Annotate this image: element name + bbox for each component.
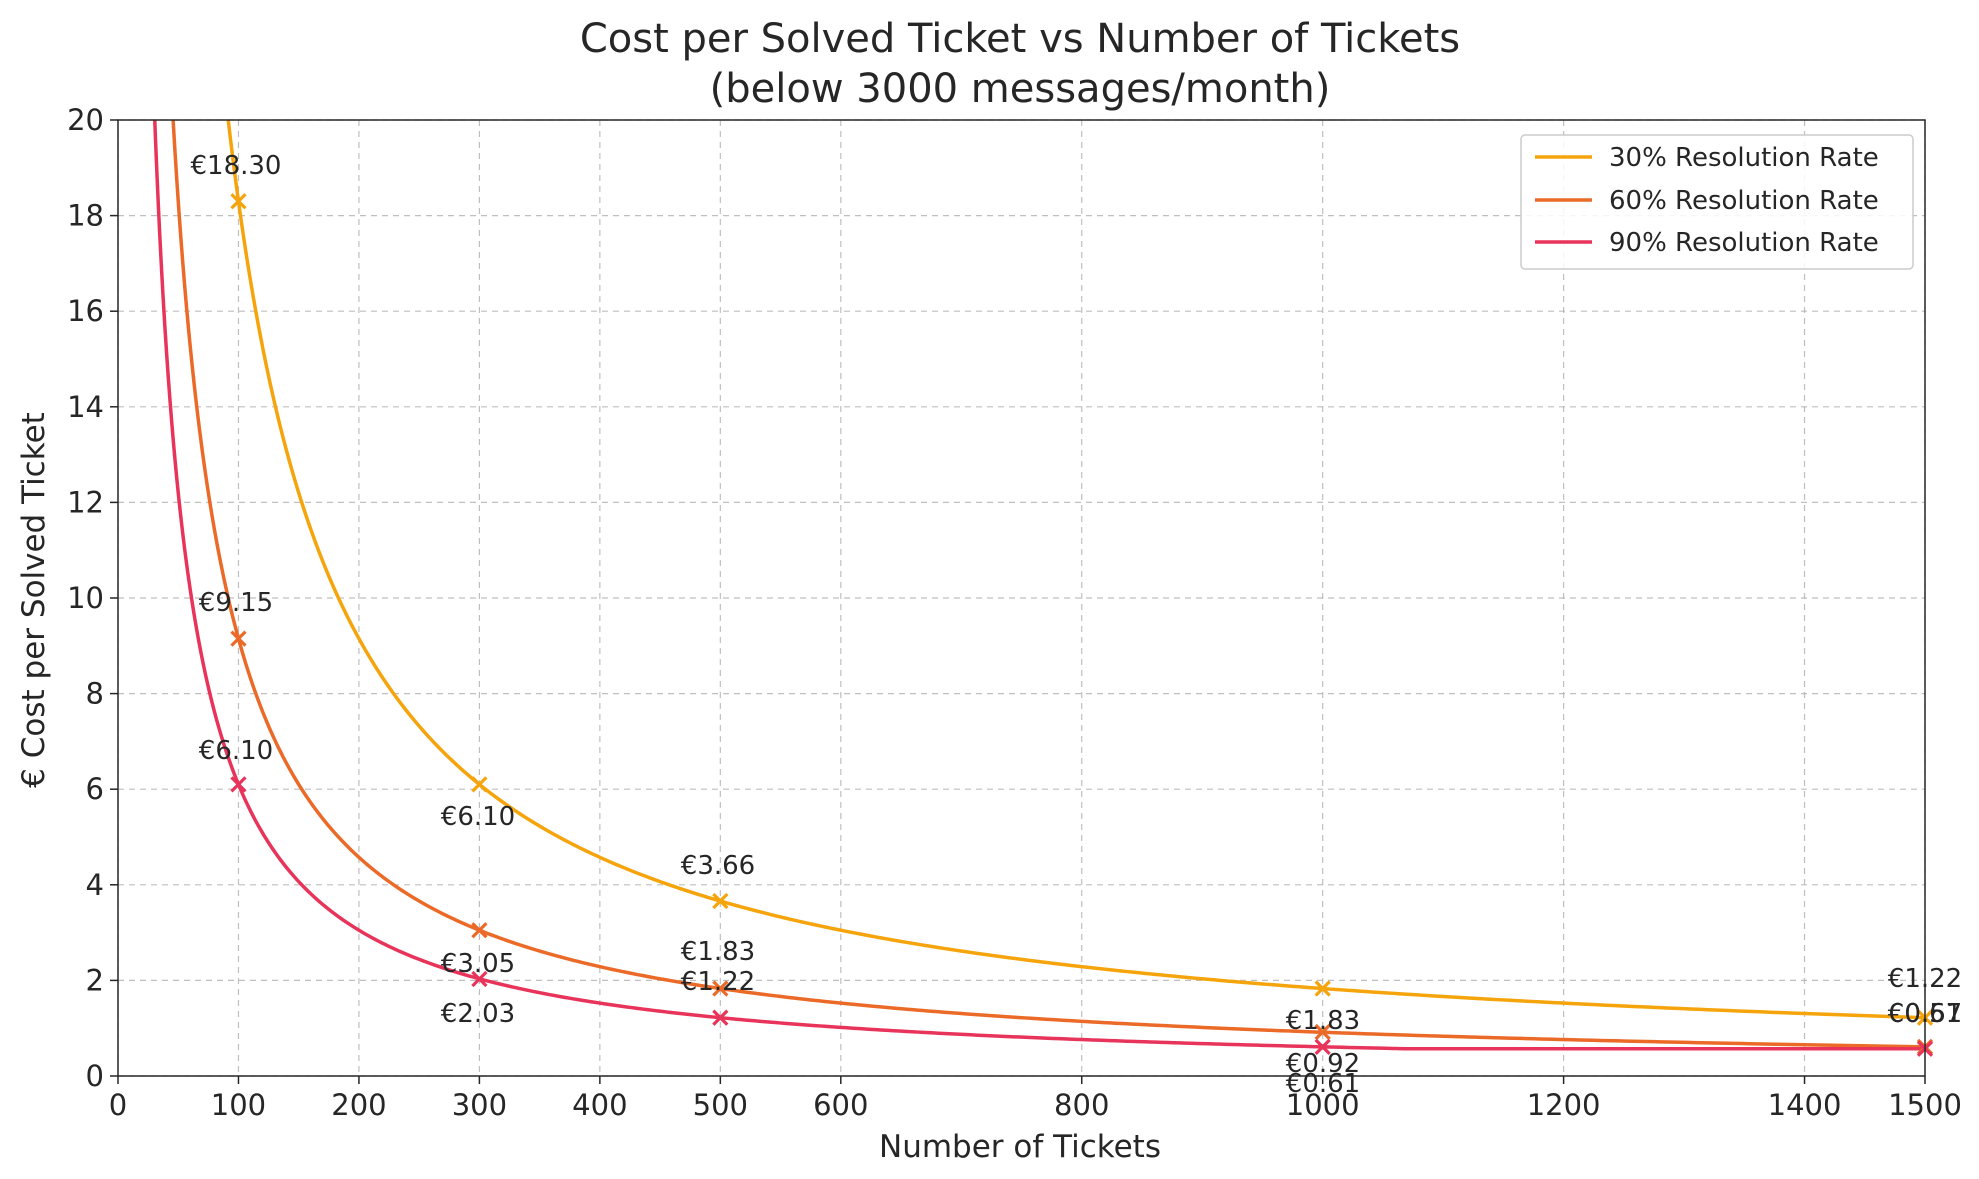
marker-0-3 [1314, 980, 1331, 997]
marker-stroke-b [230, 776, 247, 793]
x-tick-label-500: 500 [693, 1088, 748, 1122]
marker-stroke-b [712, 1009, 729, 1026]
marker-2-1 [471, 970, 488, 988]
marker-stroke-b [471, 776, 488, 793]
y-tick-label-16: 16 [67, 294, 104, 328]
data-label-0-3: €1.83 [1286, 1006, 1360, 1036]
marker-stroke-b [712, 980, 729, 997]
marker-stroke-b [230, 630, 247, 647]
legend-label-90: 90% Resolution Rate [1609, 228, 1879, 258]
x-tick-label-1500: 1500 [1888, 1088, 1962, 1122]
x-axis-label: Number of Tickets [879, 1129, 1161, 1165]
y-tick-label-2: 2 [86, 963, 104, 997]
data-label-2-1: €2.03 [441, 999, 515, 1029]
data-label-0-0: €18.30 [191, 151, 282, 181]
marker-1-2 [712, 980, 729, 997]
x-tick-label-600: 600 [813, 1088, 868, 1122]
marker-2-2 [712, 1009, 729, 1026]
series-markers [230, 193, 1934, 1057]
data-label-1-3: €0.92 [1286, 1049, 1360, 1079]
marker-stroke-b [1314, 1023, 1331, 1041]
marker-stroke-b [471, 970, 488, 988]
y-axis-label: € Cost per Solved Ticket [16, 412, 52, 788]
marker-stroke-b [1314, 1038, 1331, 1055]
marker-1-3 [1314, 1023, 1331, 1041]
marker-stroke-b [230, 193, 247, 210]
data-label-1-1: €3.05 [441, 949, 515, 979]
chart-title: Cost per Solved Ticket vs Number of Tick… [580, 16, 1460, 62]
y-tick-label-6: 6 [86, 772, 104, 806]
data-labels: €18.30€6.10€3.66€1.83€1.22€9.15€3.05 €1.8… [191, 151, 1963, 1099]
y-tick-label-20: 20 [67, 103, 104, 137]
x-tick-label-300: 300 [452, 1088, 507, 1122]
data-label-1-2: €1.83 [681, 937, 755, 967]
x-tick-label-1000: 1000 [1286, 1088, 1360, 1122]
data-label-0-1: €6.10 [441, 802, 515, 832]
marker-2-3 [1314, 1038, 1331, 1055]
legend-label-30: 30% Resolution Rate [1609, 143, 1879, 173]
x-tick-label-400: 400 [572, 1088, 627, 1122]
data-label-0-2: €3.66 [681, 851, 755, 881]
marker-2-0 [230, 776, 247, 793]
marker-0-1 [471, 776, 488, 793]
y-tick-label-18: 18 [67, 199, 104, 233]
y-tick-label-14: 14 [67, 390, 104, 424]
chart-subtitle: (below 3000 messages/month) [710, 66, 1331, 112]
data-label-1-0: €9.15 [199, 588, 273, 618]
y-tick-label-0: 0 [86, 1059, 104, 1093]
data-label-2-2: €1.22 [681, 967, 755, 997]
y-tick-label-8: 8 [86, 677, 104, 711]
y-tick-label-10: 10 [67, 581, 104, 615]
x-tick-label-800: 800 [1054, 1088, 1109, 1122]
marker-stroke-b [1314, 980, 1331, 997]
x-tick-label-200: 200 [331, 1088, 386, 1122]
x-tick-label-1400: 1400 [1768, 1088, 1842, 1122]
marker-stroke-b [712, 892, 729, 910]
legend: 30% Resolution Rate 60% Resolution Rate … [1520, 134, 1914, 270]
marker-stroke-b [471, 922, 488, 939]
marker-1-1 [471, 922, 488, 939]
marker-1-0 [230, 630, 247, 647]
x-axis-ticks: 0 100 200 300 400 500 600 800 1000 1200 1400 1500 [109, 1076, 1962, 1122]
marker-0-2 [712, 892, 729, 910]
data-label-2-0: €6.10 [199, 736, 273, 766]
x-tick-label-0: 0 [109, 1088, 127, 1122]
legend-label-60: 60% Resolution Rate [1609, 186, 1879, 216]
legend-box [1520, 134, 1914, 270]
y-tick-label-12: 12 [67, 485, 104, 519]
x-tick-label-1200: 1200 [1527, 1088, 1601, 1122]
x-tick-label-100: 100 [211, 1088, 266, 1122]
y-axis-ticks: 0 2 4 6 8 10 12 14 16 18 20 [67, 103, 118, 1093]
marker-0-0 [230, 193, 247, 210]
y-tick-label-4: 4 [86, 868, 104, 902]
